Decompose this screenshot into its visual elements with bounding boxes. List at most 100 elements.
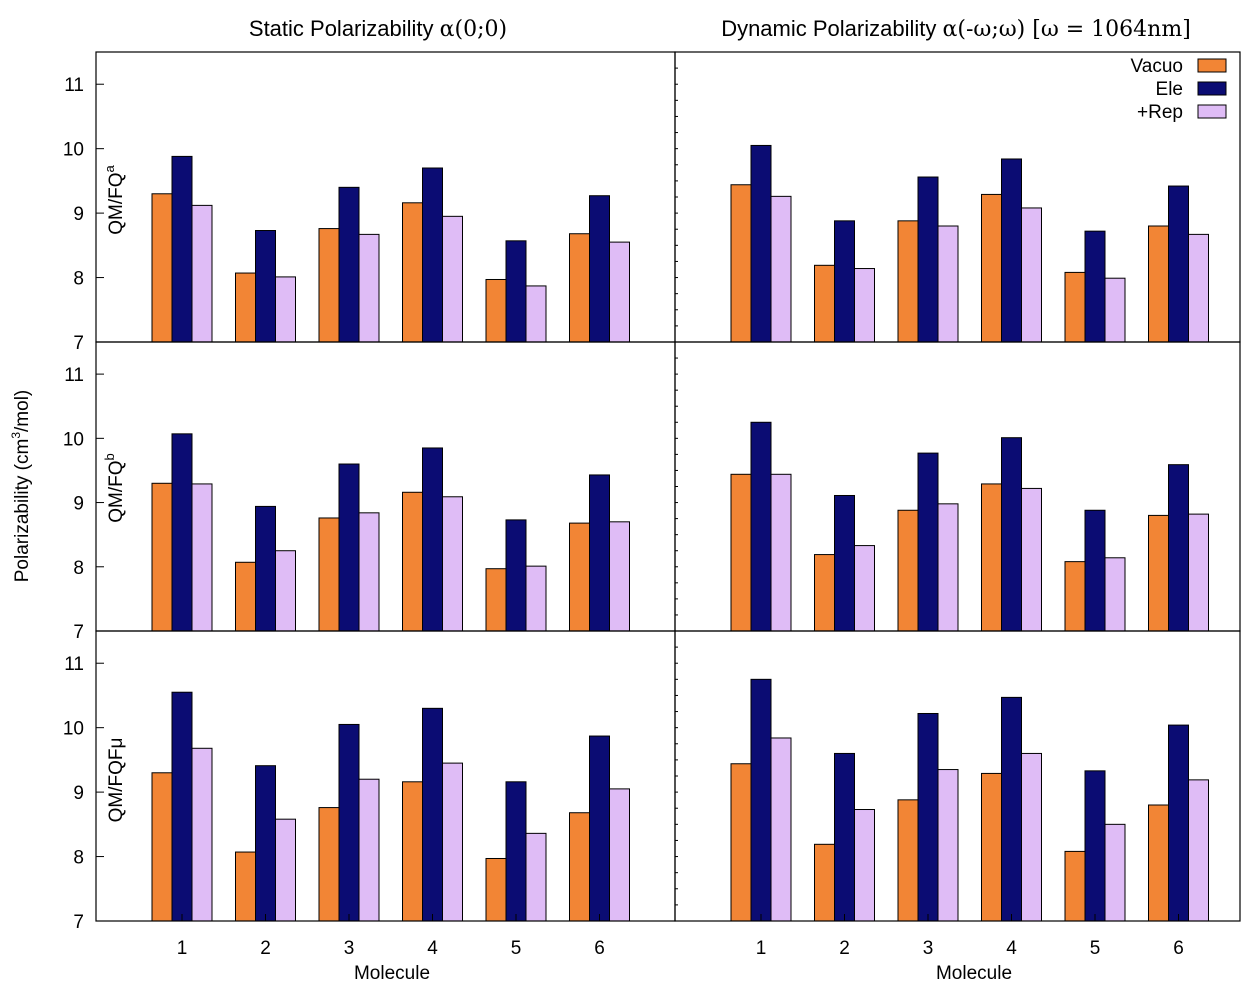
y-tick-label: 10	[63, 140, 84, 161]
bar-static-qmfqfmu-vacuo-mol-5	[485, 857, 507, 922]
column-title-dynamic: Dynamic Polarizability α(-ω;ω) [ω = 1064…	[721, 16, 1191, 42]
x-axis-label-left: Molecule	[354, 963, 430, 983]
bar-dynamic-qmfq-b-ele-mol-5	[1084, 509, 1106, 632]
bar-static-qmfqfmu-ele-mol-3	[338, 723, 360, 922]
bar-static-qmfq-a-plus-rep-mol-4	[442, 215, 463, 343]
bar-static-qmfqfmu-plus-rep-mol-6	[609, 788, 630, 922]
bar-dynamic-qmfq-b-plus-rep-mol-1	[770, 473, 792, 632]
legend-swatch-rep	[1197, 104, 1227, 119]
bar-static-qmfq-b-ele-mol-2	[255, 505, 276, 632]
bar-static-qmfqfmu-vacuo-mol-1	[151, 772, 173, 922]
bar-dynamic-qmfq-a-vacuo-mol-2	[814, 264, 835, 343]
bar-dynamic-qmfqfmu-ele-mol-5	[1084, 770, 1106, 922]
bar-dynamic-qmfqfmu-vacuo-mol-3	[897, 799, 919, 922]
bar-static-qmfqfmu-ele-mol-1	[171, 691, 193, 922]
bar-dynamic-qmfq-b-vacuo-mol-2	[814, 554, 835, 632]
y-tick-label: 7	[73, 622, 84, 643]
bar-static-qmfq-a-ele-mol-5	[505, 240, 527, 343]
bar-dynamic-qmfq-a-plus-rep-mol-5	[1104, 277, 1126, 343]
bar-static-qmfq-a-plus-rep-mol-6	[609, 241, 630, 343]
y-tick-label: 9	[73, 494, 84, 515]
bar-dynamic-qmfq-a-plus-rep-mol-6	[1188, 233, 1209, 343]
bar-static-qmfq-a-plus-rep-mol-5	[525, 285, 547, 343]
bar-dynamic-qmfq-a-ele-mol-6	[1168, 185, 1189, 343]
bar-static-qmfqfmu-vacuo-mol-2	[235, 851, 256, 922]
bar-dynamic-qmfq-b-vacuo-mol-3	[897, 509, 919, 632]
column-title-static: Static Polarizability α(0;0)	[249, 16, 507, 42]
row-label-qmfq-b-sup: b	[102, 453, 117, 460]
bar-dynamic-qmfqfmu-plus-rep-mol-2	[854, 809, 875, 922]
bar-static-qmfq-a-plus-rep-mol-3	[358, 233, 380, 343]
bar-static-qmfqfmu-plus-rep-mol-1	[191, 747, 213, 922]
bar-static-qmfq-a-vacuo-mol-1	[151, 193, 173, 343]
bar-static-qmfq-a-vacuo-mol-5	[485, 278, 507, 343]
legend-label-rep: +Rep	[1137, 102, 1183, 123]
bar-dynamic-qmfq-a-ele-mol-3	[917, 176, 939, 343]
bar-dynamic-qmfq-a-plus-rep-mol-3	[937, 225, 959, 343]
y-tick-label: 7	[73, 912, 84, 933]
bar-static-qmfqfmu-vacuo-mol-4	[402, 781, 423, 922]
bar-dynamic-qmfqfmu-vacuo-mol-2	[814, 843, 835, 922]
bar-static-qmfq-a-plus-rep-mol-2	[275, 276, 296, 343]
legend-swatch-ele	[1197, 81, 1227, 96]
y-axis-label: Polarizability (cm3/mol)	[9, 390, 33, 583]
panel-dynamic-qmfq-b	[674, 341, 1241, 632]
y-tick-label: 9	[73, 204, 84, 225]
bar-static-qmfq-a-ele-mol-3	[338, 186, 360, 343]
bar-dynamic-qmfq-a-ele-mol-5	[1084, 230, 1106, 343]
bar-dynamic-qmfqfmu-ele-mol-4	[1001, 696, 1022, 922]
panel-frame	[674, 630, 1241, 922]
bar-static-qmfq-a-vacuo-mol-3	[318, 228, 340, 343]
bar-dynamic-qmfq-a-ele-mol-4	[1001, 158, 1022, 343]
legend-swatch-vacuo	[1197, 58, 1227, 73]
bar-dynamic-qmfqfmu-ele-mol-3	[917, 712, 939, 922]
bar-dynamic-qmfqfmu-vacuo-mol-6	[1148, 804, 1169, 922]
row-label-qmfqfmu-base: QM/FQFμ	[106, 738, 127, 823]
bar-static-qmfq-a-ele-mol-1	[171, 155, 193, 343]
legend-label-ele: Ele	[1156, 79, 1183, 100]
bar-dynamic-qmfqfmu-plus-rep-mol-3	[937, 769, 959, 922]
bar-static-qmfq-b-vacuo-mol-3	[318, 517, 340, 632]
bar-static-qmfqfmu-ele-mol-6	[589, 735, 610, 922]
bar-dynamic-qmfqfmu-ele-mol-1	[750, 678, 772, 922]
x-tick-label: 3	[344, 938, 355, 959]
bar-static-qmfq-b-ele-mol-4	[422, 447, 443, 632]
x-tick-label: 4	[1006, 938, 1017, 959]
x-tick-label: 2	[839, 938, 850, 959]
bar-static-qmfq-b-plus-rep-mol-2	[275, 550, 296, 632]
row-label-qmfq-a-sup: a	[102, 164, 117, 172]
bar-static-qmfq-b-plus-rep-mol-4	[442, 496, 463, 632]
y-axis-label-post: /mol)	[12, 390, 33, 432]
bar-dynamic-qmfq-a-vacuo-mol-6	[1148, 225, 1169, 343]
bar-dynamic-qmfq-b-ele-mol-1	[750, 421, 772, 632]
panel-dynamic-qmfq-a	[674, 51, 1241, 343]
bar-dynamic-qmfqfmu-plus-rep-mol-1	[770, 737, 792, 922]
bar-dynamic-qmfq-a-vacuo-mol-5	[1064, 271, 1086, 343]
bar-static-qmfqfmu-ele-mol-5	[505, 781, 527, 922]
bar-static-qmfqfmu-plus-rep-mol-3	[358, 778, 380, 922]
bar-static-qmfq-b-vacuo-mol-4	[402, 491, 423, 632]
row-label-qmfq-b-base: QM/FQ	[106, 460, 127, 522]
bar-static-qmfqfmu-ele-mol-2	[255, 765, 276, 922]
x-tick-label: 5	[1090, 938, 1101, 959]
bar-static-qmfq-a-ele-mol-6	[589, 195, 610, 343]
column-title-static-text: Static Polarizability	[249, 16, 434, 41]
row-label-qmfq-a: QM/FQa	[102, 164, 127, 234]
bar-static-qmfq-a-vacuo-mol-2	[235, 272, 256, 343]
x-tick-label: 1	[756, 938, 767, 959]
bar-dynamic-qmfq-a-vacuo-mol-4	[981, 193, 1002, 343]
column-title-static-symbol: α(0;0)	[440, 17, 507, 42]
bar-dynamic-qmfq-b-plus-rep-mol-2	[854, 545, 875, 632]
bar-dynamic-qmfq-a-ele-mol-2	[834, 220, 855, 343]
bar-static-qmfq-b-plus-rep-mol-6	[609, 521, 630, 632]
bar-dynamic-qmfq-b-ele-mol-3	[917, 452, 939, 632]
bar-static-qmfq-b-ele-mol-6	[589, 474, 610, 632]
bar-static-qmfq-b-ele-mol-3	[338, 463, 360, 632]
bar-static-qmfqfmu-vacuo-mol-3	[318, 807, 340, 922]
bar-dynamic-qmfqfmu-vacuo-mol-5	[1064, 850, 1086, 922]
bar-static-qmfqfmu-plus-rep-mol-4	[442, 762, 463, 922]
x-tick-label: 4	[427, 938, 438, 959]
bar-static-qmfqfmu-plus-rep-mol-2	[275, 818, 296, 922]
